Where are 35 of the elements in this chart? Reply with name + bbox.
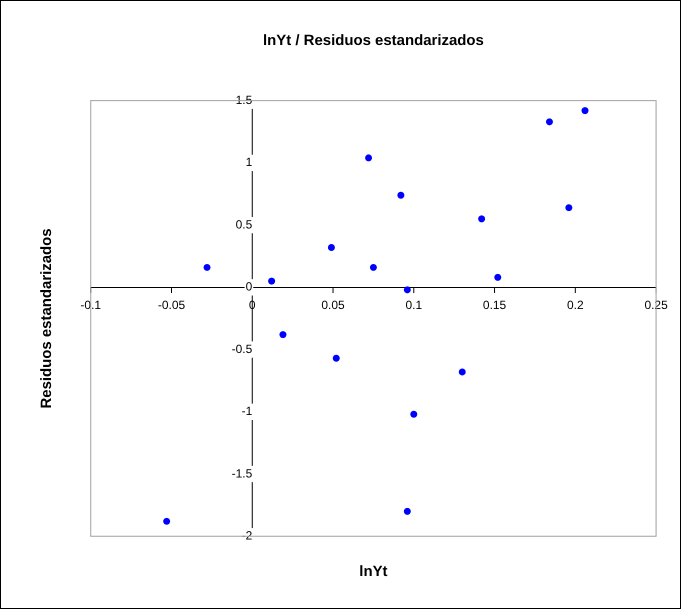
y-tick-label: -0.5: [232, 342, 253, 356]
y-tick-label: -1.5: [232, 466, 253, 480]
y-axis-title: Residuos estandarizados: [38, 228, 55, 409]
point: [478, 215, 486, 222]
x-axis-title: lnYt: [359, 563, 388, 580]
point: [332, 354, 340, 362]
point: [410, 410, 418, 418]
x-tick-label: -0.05: [158, 298, 186, 312]
point: [494, 274, 502, 281]
point: [204, 264, 211, 271]
chart-title: lnYt / Residuos estandarizados: [262, 32, 484, 49]
point: [268, 278, 276, 285]
point: [397, 192, 404, 199]
point: [404, 508, 411, 515]
point: [365, 154, 372, 162]
x-tick-label: 0.1: [405, 298, 422, 312]
x-tick-label: 0.25: [644, 298, 668, 312]
point: [546, 118, 553, 126]
point: [565, 204, 572, 212]
point: [582, 107, 588, 114]
y-tick-label: 1: [246, 155, 253, 170]
point: [370, 264, 377, 271]
y-tick-label: 0: [246, 280, 253, 294]
point: [163, 518, 170, 525]
y-tick-label: 1.5: [236, 92, 253, 107]
point: [279, 331, 286, 338]
y-tick-label: -1: [242, 404, 253, 418]
y-tick-label: 0.5: [236, 217, 253, 232]
point: [458, 368, 466, 376]
x-tick-label: 0.05: [321, 298, 346, 312]
point: [328, 244, 335, 252]
x-tick-label: -0.1: [80, 298, 102, 312]
point: [404, 286, 411, 294]
x-tick-label: 0.2: [566, 298, 584, 312]
x-tick-label: 0.15: [482, 298, 507, 312]
